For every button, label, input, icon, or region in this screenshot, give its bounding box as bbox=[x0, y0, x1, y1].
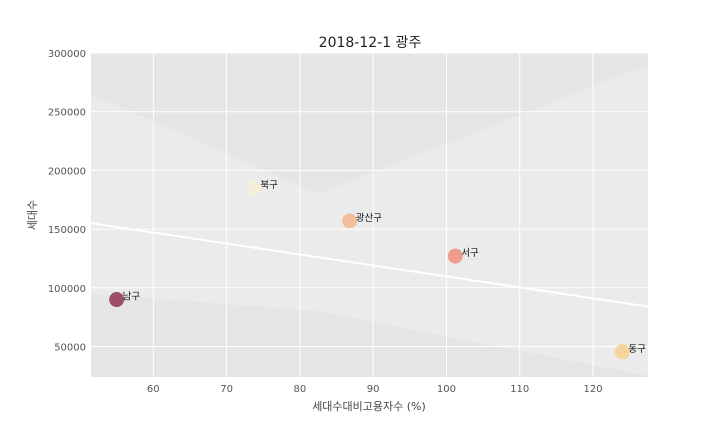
confidence-band bbox=[91, 64, 648, 376]
y-tick-label: 150000 bbox=[48, 225, 86, 236]
x-tick-label: 110 bbox=[510, 384, 529, 395]
point-label: 남구 bbox=[123, 292, 141, 303]
trend-line bbox=[90, 222, 649, 308]
data-point bbox=[447, 248, 463, 264]
data-point bbox=[109, 292, 125, 308]
x-tick-label: 70 bbox=[220, 384, 233, 395]
y-tick-label: 200000 bbox=[48, 166, 86, 177]
x-tick-label: 90 bbox=[367, 384, 380, 395]
y-tick-label: 100000 bbox=[48, 284, 86, 295]
confidence-band-area bbox=[91, 64, 648, 376]
x-tick-label: 60 bbox=[147, 384, 160, 395]
point-label: 북구 bbox=[260, 180, 278, 191]
x-tick-label: 80 bbox=[294, 384, 307, 395]
point-label: 서구 bbox=[461, 248, 479, 259]
data-points bbox=[109, 180, 630, 360]
y-tick-label: 300000 bbox=[48, 49, 86, 60]
grid-lines bbox=[91, 52, 648, 377]
point-label: 동구 bbox=[628, 344, 646, 355]
y-tick-label: 50000 bbox=[54, 342, 86, 353]
data-point bbox=[246, 180, 262, 196]
x-tick-label: 120 bbox=[583, 384, 602, 395]
data-point bbox=[342, 213, 358, 229]
trend-line-path bbox=[90, 222, 649, 308]
chart-title: 2018-12-1 광주 bbox=[319, 35, 422, 51]
x-tick-label: 100 bbox=[437, 384, 456, 395]
y-axis-label: 세대수 bbox=[26, 200, 39, 230]
x-axis-ticks: 60 70 80 90 100 110 120 bbox=[147, 384, 603, 395]
x-axis-label: 세대수대비고용자수 (%) bbox=[312, 400, 426, 413]
y-axis-ticks: 50000 100000 150000 200000 250000 300000 bbox=[48, 49, 86, 353]
data-point bbox=[614, 344, 630, 360]
point-label: 광산구 bbox=[356, 212, 382, 224]
y-tick-label: 250000 bbox=[48, 108, 86, 119]
